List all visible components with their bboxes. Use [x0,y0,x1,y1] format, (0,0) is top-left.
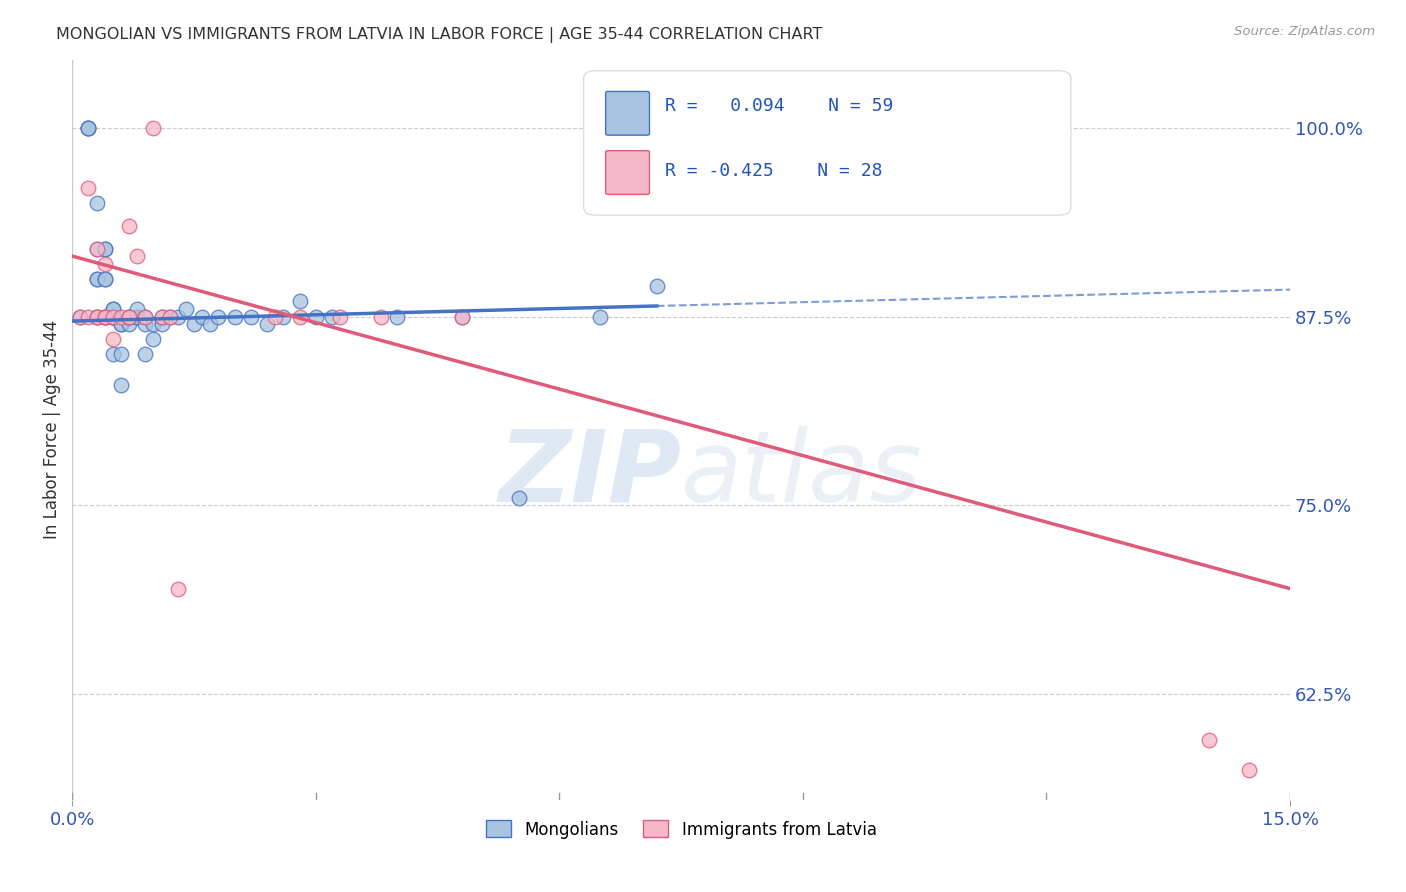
Point [159,310,181,324]
Point [370,310,392,324]
Point [150,317,173,331]
FancyBboxPatch shape [606,92,650,136]
Point [118,219,141,233]
Point [451,310,474,324]
Point [288,294,311,309]
Point [134,310,156,324]
Legend: Mongolians, Immigrants from Latvia: Mongolians, Immigrants from Latvia [479,814,883,846]
Point [166,310,188,324]
Point [1239,763,1261,777]
Point [288,310,311,324]
Text: MONGOLIAN VS IMMIGRANTS FROM LATVIA IN LABOR FORCE | AGE 35-44 CORRELATION CHART: MONGOLIAN VS IMMIGRANTS FROM LATVIA IN L… [56,27,823,43]
Point [127,310,149,324]
Point [264,310,287,324]
Point [142,332,165,346]
Point [86,272,108,286]
Point [207,310,229,324]
Point [110,317,132,331]
Point [508,491,530,505]
Point [101,310,124,324]
Point [183,317,205,331]
Point [174,301,197,316]
Point [110,377,132,392]
Point [86,242,108,256]
Point [101,301,124,316]
Point [134,347,156,361]
Point [273,310,295,324]
Point [150,310,173,324]
Point [159,310,181,324]
Point [305,310,328,324]
Point [329,310,352,324]
FancyBboxPatch shape [583,70,1071,215]
Point [118,310,141,324]
Point [101,332,124,346]
Point [321,310,343,324]
Point [93,242,115,256]
Point [86,310,108,324]
Point [127,310,149,324]
Point [127,249,149,263]
Point [200,317,222,331]
Point [86,310,108,324]
Point [77,181,100,195]
Point [1198,732,1220,747]
Point [645,279,668,293]
Point [256,317,278,331]
Point [93,257,115,271]
Point [134,317,156,331]
Text: Source: ZipAtlas.com: Source: ZipAtlas.com [1234,25,1375,38]
Point [93,272,115,286]
Point [118,310,141,324]
Point [110,347,132,361]
Point [224,310,246,324]
Point [101,301,124,316]
Point [101,310,124,324]
Text: atlas: atlas [681,425,922,523]
Point [150,310,173,324]
Point [93,310,115,324]
Point [451,310,474,324]
Point [86,242,108,256]
Point [77,120,100,135]
Point [118,310,141,324]
Point [385,310,408,324]
Point [93,310,115,324]
Point [93,310,115,324]
FancyBboxPatch shape [606,151,650,194]
Text: R =   0.094    N = 59: R = 0.094 N = 59 [665,97,894,115]
Point [101,310,124,324]
Point [69,310,91,324]
Point [127,301,149,316]
Point [118,310,141,324]
Point [142,317,165,331]
Point [93,242,115,256]
Point [86,196,108,211]
Text: R = -0.425    N = 28: R = -0.425 N = 28 [665,161,883,179]
Point [86,272,108,286]
Point [101,347,124,361]
Point [142,120,165,135]
Point [239,310,262,324]
Point [77,120,100,135]
Point [110,310,132,324]
Point [77,310,100,324]
Point [69,310,91,324]
Point [93,310,115,324]
Point [191,310,214,324]
Point [589,310,612,324]
Point [118,317,141,331]
Point [86,310,108,324]
Point [110,317,132,331]
Point [101,310,124,324]
Point [93,272,115,286]
Y-axis label: In Labor Force | Age 35-44: In Labor Force | Age 35-44 [44,320,60,540]
Point [166,582,188,596]
Text: ZIP: ZIP [498,425,681,523]
Point [101,310,124,324]
Point [77,120,100,135]
Point [134,310,156,324]
